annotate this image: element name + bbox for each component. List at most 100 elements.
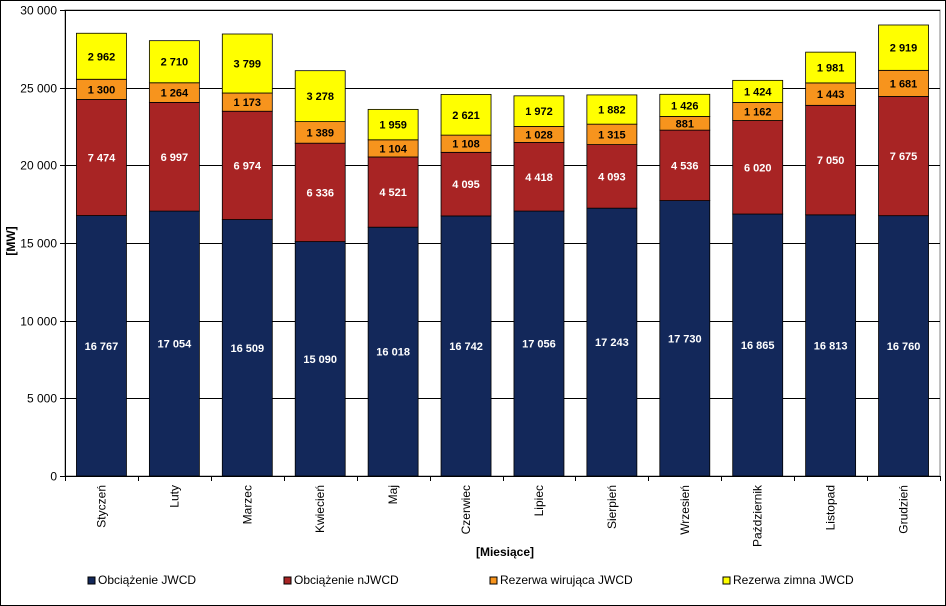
bar-value-label: 1 300	[88, 84, 116, 96]
bar-value-label: 2 710	[161, 57, 189, 69]
bar-value-label: 16 767	[85, 341, 119, 353]
y-tick-label: 20 000	[20, 159, 57, 173]
y-tick-label: 0	[50, 470, 57, 484]
legend-entry: Rezerwa wirująca JWCD	[500, 573, 633, 587]
bar-value-label: 881	[676, 118, 694, 130]
bar-value-label: 16 813	[814, 340, 848, 352]
bar-segment	[148, 102, 200, 212]
bar-value-label: 17 054	[158, 339, 193, 351]
bar-value-label: 16 760	[887, 341, 921, 353]
bar-value-label: 2 621	[452, 110, 480, 122]
bar-value-label: 7 675	[890, 151, 918, 163]
bar-value-label: 6 997	[161, 152, 189, 164]
bar-segment	[659, 93, 711, 117]
x-tick-label: Październik	[751, 484, 765, 547]
bar-value-label: 4 536	[671, 160, 699, 172]
bar-segment	[367, 108, 419, 141]
y-tick-label: 30 000	[20, 4, 57, 18]
x-tick-label: Maj	[386, 485, 400, 504]
bar-segment	[294, 70, 346, 123]
bar-segment	[294, 142, 346, 243]
legend-entry: Obciążenie JWCD	[98, 573, 196, 587]
bar-value-label: 1 972	[525, 106, 553, 118]
bar-value-label: 7 474	[88, 153, 116, 165]
x-tick-label: Marzec	[240, 485, 254, 524]
legend-swatch	[87, 576, 96, 585]
bar-value-label: 1 108	[452, 139, 480, 151]
bar-value-label: 2 919	[890, 43, 918, 55]
x-tick-label: Kwiecień	[313, 485, 327, 533]
bar-value-label: 6 336	[306, 187, 334, 199]
bar-value-label: 1 443	[817, 89, 845, 101]
bar-value-label: 1 173	[234, 97, 262, 109]
legend-entry: Obciążenie nJWCD	[294, 573, 399, 587]
bar-value-label: 15 090	[303, 354, 337, 366]
x-tick-label: Lipiec	[532, 485, 546, 516]
bar-segment	[878, 24, 929, 71]
bar-segment	[221, 219, 273, 477]
legend-swatch	[722, 576, 731, 585]
legend-swatch	[283, 576, 292, 585]
bar-value-label: 4 418	[525, 172, 553, 184]
bar-value-label: 3 278	[306, 91, 334, 103]
x-tick-label: Sierpień	[605, 485, 619, 529]
bar-value-label: 1 162	[744, 106, 772, 118]
bar-value-label: 16 018	[376, 347, 410, 359]
bar-segment	[367, 156, 419, 228]
grid-lines	[64, 9, 941, 477]
bar-value-label: 1 426	[671, 100, 699, 112]
bar-value-label: 1 959	[379, 120, 407, 132]
bar-value-label: 3 799	[234, 59, 262, 71]
bar-segment	[513, 142, 565, 212]
legend: Obciążenie JWCD Obciążenie nJWCD Rezerwa w…	[87, 573, 854, 587]
bar-segment	[732, 79, 784, 103]
x-axis-title: [Miesiące]	[476, 545, 534, 559]
x-tick-label: Grudzień	[897, 485, 911, 534]
bar-segment	[294, 241, 346, 477]
bars: 16 767 7 474 1 300 2 962 17 054 6 997 1 264 2 7…	[76, 24, 929, 477]
bar-value-label: 1 389	[306, 127, 334, 139]
bar-segment	[878, 215, 929, 477]
bar-segment	[659, 200, 711, 477]
bar-segment	[440, 215, 492, 477]
bar-value-label: 1 264	[161, 88, 189, 100]
y-tick-label: 15 000	[20, 237, 57, 251]
bar-value-label: 1 981	[817, 63, 845, 75]
bar-segment	[76, 215, 127, 477]
bar-value-label: 1 104	[379, 143, 407, 155]
x-tick-label: Luty	[167, 485, 181, 508]
x-tick-label: Wrzesień	[678, 485, 692, 535]
bar-value-label: 1 681	[890, 78, 918, 90]
bar-segment	[659, 129, 711, 201]
bar-value-label: 17 243	[595, 337, 629, 349]
bar-value-label: 1 028	[525, 129, 553, 141]
bar-value-label: 17 056	[522, 339, 556, 351]
bar-value-label: 16 865	[741, 340, 775, 352]
bar-value-label: 16 509	[230, 343, 264, 355]
bar-value-label: 7 050	[817, 155, 845, 167]
legend-entry: Rezerwa zimna JWCD	[733, 573, 854, 587]
bar-value-label: 6 020	[744, 162, 772, 174]
bar-value-label: 4 521	[379, 187, 407, 199]
axes: 0 5 000 10 000 15 000 20 000 25 000 30 000 Styc…	[20, 4, 941, 547]
bar-segment	[805, 51, 857, 84]
y-tick-label: 10 000	[20, 315, 57, 329]
bar-value-label: 16 742	[449, 341, 483, 353]
legend-swatch	[489, 576, 498, 585]
bar-segment	[76, 32, 127, 80]
bar-segment	[148, 40, 200, 84]
bar-segment	[513, 210, 565, 477]
bar-segment	[586, 94, 638, 125]
y-tick-label: 25 000	[20, 82, 57, 96]
y-axis-title: [MW]	[4, 226, 18, 255]
x-tick-label: Listopad	[824, 485, 838, 530]
bar-segment	[148, 210, 200, 477]
bar-value-label: 4 093	[598, 171, 626, 183]
x-tick-label: Czerwiec	[459, 485, 473, 534]
bar-segment	[878, 69, 929, 97]
bar-segment	[805, 104, 857, 216]
bar-segment	[513, 95, 565, 127]
bar-segment	[586, 144, 638, 209]
bar-value-label: 2 962	[88, 51, 116, 63]
bar-value-label: 1 882	[598, 105, 626, 117]
